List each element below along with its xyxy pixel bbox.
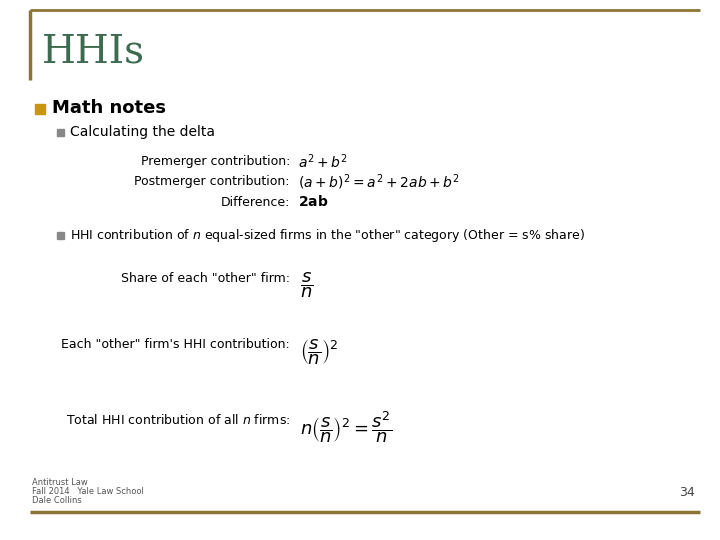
Bar [35,104,45,114]
Text: Dale Collins: Dale Collins [32,496,82,505]
Text: Calculating the delta: Calculating the delta [70,125,215,139]
Text: $\left(\dfrac{s}{n}\right)^2$: $\left(\dfrac{s}{n}\right)^2$ [300,337,338,367]
Text: Share of each "other" firm:: Share of each "other" firm: [121,272,290,285]
Text: Total HHI contribution of all $n$ firms:: Total HHI contribution of all $n$ firms: [66,413,290,427]
Text: $\mathbf{2ab}$: $\mathbf{2ab}$ [298,194,328,210]
Text: Fall 2014   Yale Law School: Fall 2014 Yale Law School [32,487,144,496]
Text: HHIs: HHIs [42,33,145,71]
Text: Antitrust Law: Antitrust Law [32,478,88,487]
Text: $n\left(\dfrac{s}{n}\right)^2 = \dfrac{s^2}{n}$: $n\left(\dfrac{s}{n}\right)^2 = \dfrac{s… [300,409,392,445]
Text: HHI contribution of $n$ equal-sized firms in the "other" category (Other = s% sh: HHI contribution of $n$ equal-sized firm… [70,226,585,244]
Bar [57,129,64,136]
Text: Premerger contribution:: Premerger contribution: [140,156,290,168]
Text: 34: 34 [679,485,695,498]
Text: $(a + b)^2 = a^2 + 2ab + b^2$: $(a + b)^2 = a^2 + 2ab + b^2$ [298,172,460,192]
Text: Difference:: Difference: [220,195,290,208]
Text: Math notes: Math notes [52,99,166,117]
Text: Postmerger contribution:: Postmerger contribution: [135,176,290,188]
Text: $a^2 + b^2$: $a^2 + b^2$ [298,153,348,171]
Bar [57,232,64,239]
Text: Each "other" firm's HHI contribution:: Each "other" firm's HHI contribution: [61,339,290,352]
Text: $\dfrac{s}{n}$: $\dfrac{s}{n}$ [300,270,313,300]
